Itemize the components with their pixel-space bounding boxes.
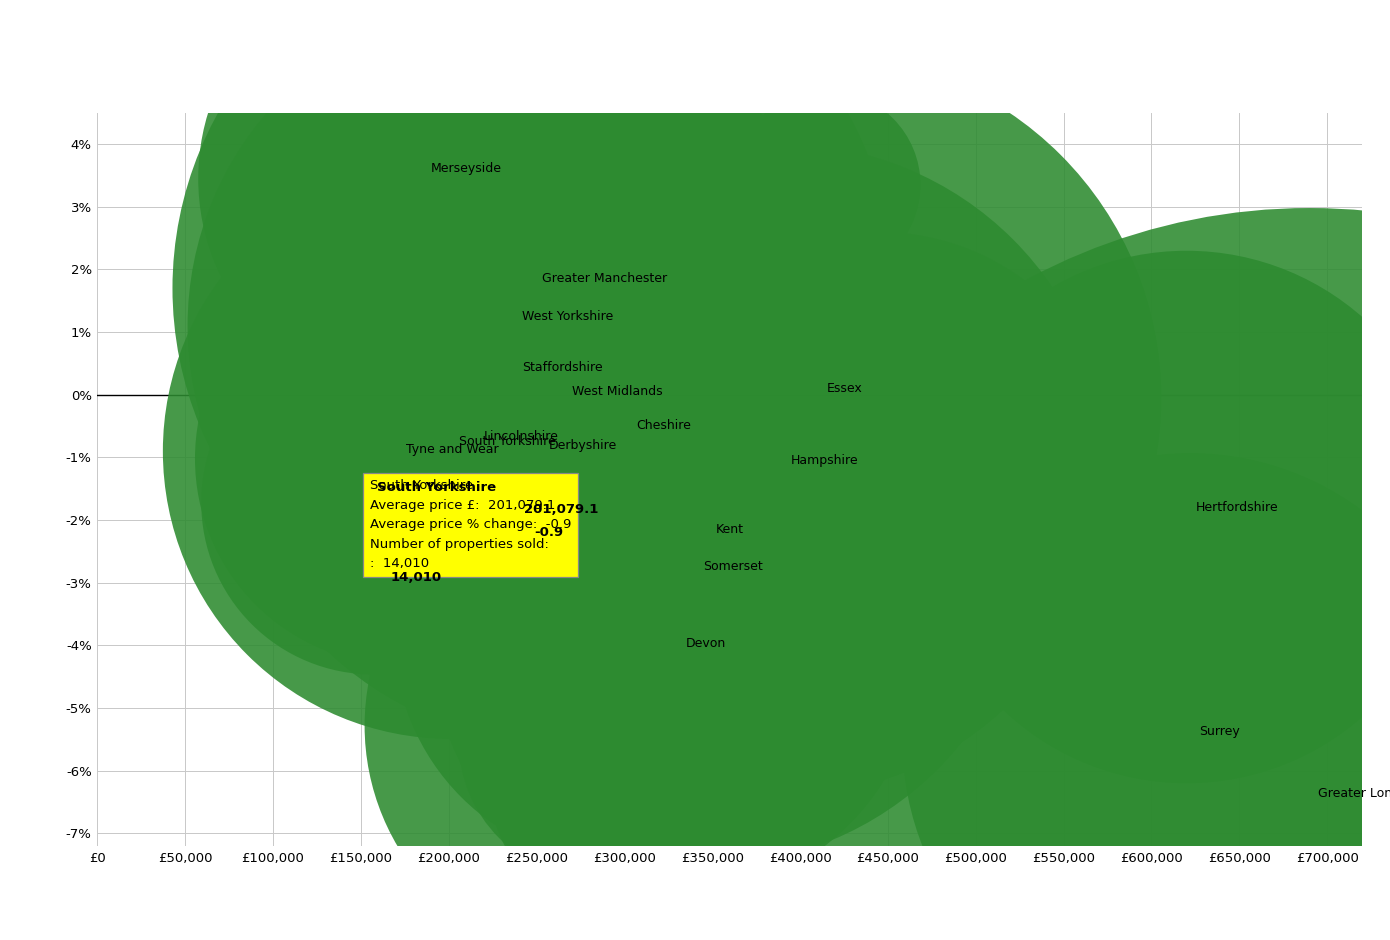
Point — [627, 771, 649, 786]
Point — [503, 319, 525, 334]
Point — [591, 718, 613, 733]
Point — [411, 171, 434, 186]
Point — [684, 569, 706, 584]
Text: Hampshire: Hampshire — [791, 454, 859, 467]
Text: Staffordshire: Staffordshire — [523, 361, 603, 374]
Point — [1179, 733, 1201, 748]
Text: South Yorkshire: South Yorkshire — [377, 480, 496, 494]
Text: Cheshire: Cheshire — [637, 419, 691, 432]
Point — [627, 693, 649, 708]
Text: Merseyside: Merseyside — [431, 163, 502, 176]
Point — [391, 451, 413, 466]
Text: South Yorkshire: South Yorkshire — [459, 435, 556, 448]
Text: West Midlands: West Midlands — [571, 385, 662, 398]
Point — [617, 428, 639, 443]
Point — [552, 394, 574, 409]
Point — [645, 406, 667, 421]
Point — [898, 525, 920, 540]
Text: D: D — [377, 487, 386, 499]
Text: Hertfordshire: Hertfordshire — [1195, 501, 1277, 514]
Point — [552, 545, 574, 560]
Text: Lincolnshire: Lincolnshire — [484, 431, 559, 443]
Point — [560, 458, 582, 473]
Text: West Yorkshire: West Yorkshire — [523, 310, 614, 322]
Point — [670, 708, 692, 723]
Point — [585, 520, 607, 535]
Point — [771, 462, 794, 478]
Point — [411, 249, 434, 264]
Point — [613, 627, 635, 642]
Point — [806, 390, 828, 405]
Point — [666, 646, 688, 661]
Text: Surrey: Surrey — [1198, 725, 1240, 738]
Point — [898, 573, 920, 588]
Point — [585, 733, 607, 748]
Point — [613, 516, 635, 531]
Point — [816, 178, 838, 193]
Point — [1176, 509, 1198, 525]
Point — [841, 651, 863, 666]
Point — [439, 444, 461, 459]
Text: Greater London: Greater London — [1318, 788, 1390, 800]
Point — [648, 631, 670, 646]
Text: Devon: Devon — [685, 637, 726, 650]
Text: 201,079.1: 201,079.1 — [524, 503, 599, 516]
Text: Essex: Essex — [827, 382, 862, 395]
Point — [867, 467, 890, 482]
Point — [361, 495, 384, 510]
Point — [525, 455, 548, 470]
Text: Kent: Kent — [716, 523, 744, 536]
Text: South Yorkshire
Average price £:  201,079.1
Average price % change:  -0.9
Number: South Yorkshire Average price £: 201,079… — [370, 479, 571, 571]
Point — [733, 568, 755, 583]
Text: Greater Manchester: Greater Manchester — [542, 273, 667, 285]
Point — [1298, 796, 1320, 811]
Point — [464, 439, 486, 454]
Text: 14,010: 14,010 — [391, 571, 442, 584]
Point — [617, 399, 639, 414]
Text: -0.9: -0.9 — [535, 525, 564, 539]
Point — [894, 505, 916, 520]
Point — [696, 531, 719, 546]
Text: Derbyshire: Derbyshire — [549, 440, 617, 452]
Point — [503, 369, 525, 384]
Point — [521, 281, 543, 296]
Point — [530, 448, 552, 463]
Point — [499, 608, 521, 623]
Text: Somerset: Somerset — [703, 560, 763, 573]
Text: Tyne and Wear: Tyne and Wear — [406, 443, 499, 456]
